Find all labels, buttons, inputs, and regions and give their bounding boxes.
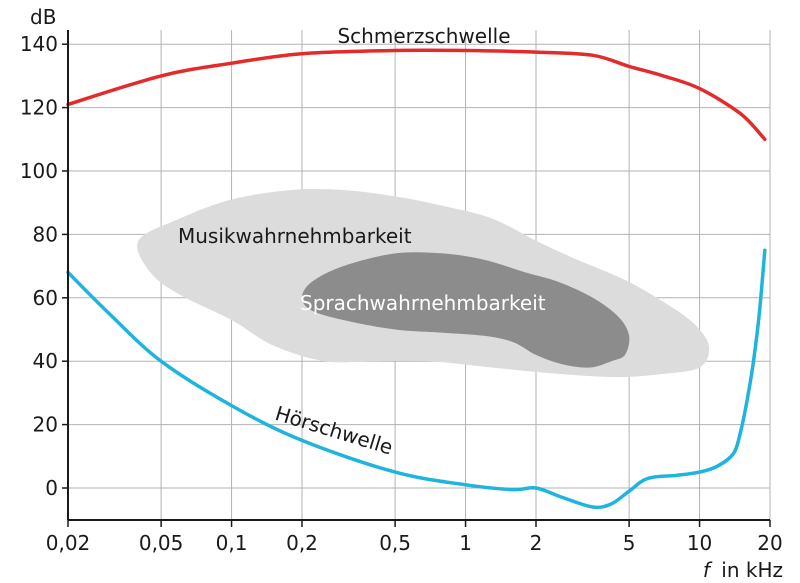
x-tick-label-10: 10 bbox=[687, 531, 712, 555]
pain-threshold-label: Schmerzschwelle bbox=[337, 24, 510, 48]
h-rschwelle-line bbox=[66, 248, 767, 510]
x-tick-label-2: 2 bbox=[530, 531, 543, 555]
music-region-label: Musikwahrnehmbarkeit bbox=[178, 224, 412, 248]
x-tick-label-0-5: 0,5 bbox=[379, 531, 411, 555]
y-unit-label: dB bbox=[30, 5, 56, 29]
y-tick-label-40: 40 bbox=[33, 349, 58, 373]
y-tick-label-120: 120 bbox=[20, 96, 58, 120]
y-tick-label-0: 0 bbox=[45, 476, 58, 500]
axes bbox=[67, 30, 770, 521]
y-tick-label-60: 60 bbox=[33, 286, 58, 310]
x-tick-label-5: 5 bbox=[623, 531, 636, 555]
x-unit-text: in kHz bbox=[721, 558, 783, 582]
tick-labels: 0,02 0,05 0,1 0,2 0,5 1 2 5 10 20 0 20 40 60 80 100 120 1… bbox=[20, 32, 783, 555]
x-tick-label-1: 1 bbox=[459, 531, 472, 555]
x-tick-label-0-1: 0,1 bbox=[216, 531, 248, 555]
y-tick-label-140: 140 bbox=[20, 32, 58, 56]
y-tick-label-20: 20 bbox=[33, 413, 58, 437]
schmerzschwelle-line bbox=[66, 48, 767, 142]
x-tick-label-0-05: 0,05 bbox=[139, 531, 184, 555]
x-unit-symbol: f bbox=[703, 558, 713, 582]
y-tick-label-100: 100 bbox=[20, 159, 58, 183]
sprachwahrnehmbarkeit-region bbox=[302, 252, 630, 368]
y-tick-label-80: 80 bbox=[33, 222, 58, 246]
speech-region-label: Sprachwahrnehmbarkeit bbox=[300, 291, 546, 315]
x-tick-label-20: 20 bbox=[757, 531, 782, 555]
perception-regions bbox=[137, 189, 710, 378]
x-tick-label-0-02: 0,02 bbox=[46, 531, 91, 555]
x-unit-label: f in kHz bbox=[703, 558, 783, 582]
threshold-curves bbox=[66, 48, 767, 510]
hearing-threshold-label: Hörschwelle bbox=[272, 401, 395, 460]
x-tick-label-0-2: 0,2 bbox=[286, 531, 318, 555]
